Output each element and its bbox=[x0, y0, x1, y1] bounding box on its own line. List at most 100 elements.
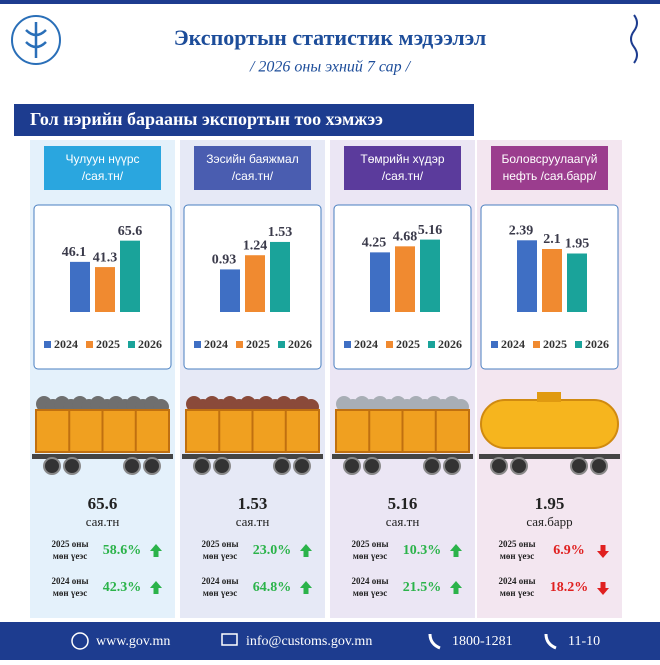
value-label: 41.3 bbox=[93, 250, 118, 265]
change-value: 23.0% bbox=[253, 543, 292, 558]
label-box bbox=[344, 146, 461, 190]
summary-unit: сая.тн bbox=[386, 514, 420, 529]
value-label: 4.68 bbox=[393, 230, 418, 245]
change-label: 2024 оны bbox=[352, 576, 389, 586]
legend-swatch bbox=[44, 341, 51, 348]
wheel bbox=[123, 457, 141, 475]
change-label: мөн үеэс bbox=[500, 588, 534, 598]
summary-unit: сая.тн bbox=[86, 514, 120, 529]
footer-web: www.gov.mn bbox=[96, 634, 170, 649]
legend-swatch bbox=[236, 341, 243, 348]
column-label: /сая.тн/ bbox=[82, 169, 124, 183]
bar bbox=[220, 269, 240, 312]
legend-swatch bbox=[575, 341, 582, 348]
value-label: 4.25 bbox=[362, 236, 387, 251]
footer-hotline: 11-10 bbox=[568, 634, 600, 649]
change-value: 42.3% bbox=[103, 580, 142, 595]
wheel bbox=[63, 457, 81, 475]
section-title: Гол нэрийн барааны экспортын тоо хэмжээ bbox=[30, 109, 383, 129]
legend-swatch bbox=[278, 341, 285, 348]
value-label: 65.6 bbox=[118, 224, 143, 239]
change-value: 21.5% bbox=[403, 580, 442, 595]
footer-band bbox=[0, 622, 660, 660]
mail-icon bbox=[221, 633, 238, 646]
change-label: мөн үеэс bbox=[353, 551, 387, 561]
change-label: 2025 оны bbox=[202, 539, 239, 549]
summary-value: 65.6 bbox=[88, 494, 118, 513]
change-label: мөн үеэс bbox=[203, 588, 237, 598]
legend-label: 2026 bbox=[585, 337, 609, 351]
legend-label: 2025 bbox=[396, 337, 420, 351]
value-label: 1.24 bbox=[243, 238, 268, 253]
summary-value: 1.95 bbox=[535, 494, 565, 513]
phone-icon bbox=[428, 633, 441, 650]
value-label: 1.53 bbox=[268, 225, 293, 240]
change-arrow bbox=[150, 544, 162, 557]
bar bbox=[420, 239, 440, 312]
change-label: 2025 оны bbox=[52, 539, 89, 549]
change-label: мөн үеэс bbox=[203, 551, 237, 561]
legend-label: 2025 bbox=[543, 337, 567, 351]
legend-swatch bbox=[491, 341, 498, 348]
bar bbox=[95, 267, 115, 312]
legend-label: 2026 bbox=[438, 337, 462, 351]
legend-swatch bbox=[194, 341, 201, 348]
footer-phone: 1800-1281 bbox=[452, 634, 513, 649]
wheel bbox=[590, 457, 608, 475]
value-label: 5.16 bbox=[418, 223, 443, 238]
change-arrow bbox=[300, 544, 312, 557]
wheel bbox=[570, 457, 588, 475]
web-icon bbox=[71, 632, 89, 650]
change-arrow bbox=[150, 581, 162, 594]
top-stripe bbox=[0, 0, 660, 4]
legend-label: 2025 bbox=[96, 337, 120, 351]
legend-label: 2024 bbox=[54, 337, 78, 351]
wheel bbox=[423, 457, 441, 475]
legend-swatch bbox=[344, 341, 351, 348]
legend-swatch bbox=[533, 341, 540, 348]
change-label: мөн үеэс bbox=[53, 551, 87, 561]
subtitle: / 2026 оны эхний 7 сар / bbox=[249, 59, 412, 76]
change-label: 2024 оны bbox=[52, 576, 89, 586]
change-label: мөн үеэс bbox=[500, 551, 534, 561]
change-value: 64.8% bbox=[253, 580, 292, 595]
wheel bbox=[490, 457, 508, 475]
value-label: 0.93 bbox=[212, 253, 237, 268]
script-ornament bbox=[630, 14, 638, 64]
legend-swatch bbox=[86, 341, 93, 348]
legend-swatch bbox=[128, 341, 135, 348]
label-box bbox=[194, 146, 311, 190]
change-label: 2024 оны bbox=[499, 576, 536, 586]
change-arrow bbox=[597, 582, 609, 595]
column-label: нефть /сая.барр/ bbox=[503, 169, 597, 183]
change-arrow bbox=[450, 581, 462, 594]
legend-label: 2024 bbox=[354, 337, 378, 351]
wheel bbox=[43, 457, 61, 475]
wheel bbox=[363, 457, 381, 475]
change-arrow bbox=[597, 545, 609, 558]
legend-label: 2024 bbox=[501, 337, 525, 351]
column-label: Төмрийн хүдэр bbox=[360, 152, 445, 166]
bar bbox=[517, 240, 537, 312]
value-label: 2.39 bbox=[509, 224, 534, 239]
wagon-frame bbox=[182, 454, 323, 459]
change-value: 58.6% bbox=[103, 543, 142, 558]
legend-label: 2024 bbox=[204, 337, 228, 351]
bar bbox=[542, 249, 562, 312]
bar bbox=[370, 252, 390, 312]
wheel bbox=[443, 457, 461, 475]
change-label: 2025 оны bbox=[352, 539, 389, 549]
wheel bbox=[510, 457, 528, 475]
wheel bbox=[193, 457, 211, 475]
title: Экспортын статистик мэдээлэл bbox=[174, 25, 486, 50]
change-label: 2024 оны bbox=[202, 576, 239, 586]
label-box bbox=[491, 146, 608, 190]
bar bbox=[567, 253, 587, 312]
column-label: /сая.тн/ bbox=[382, 169, 424, 183]
bar bbox=[70, 261, 90, 312]
change-value: 10.3% bbox=[403, 543, 442, 558]
column-label: Чулуун нүүрс bbox=[66, 152, 140, 166]
wagon-frame bbox=[332, 454, 473, 459]
legend-label: 2026 bbox=[288, 337, 312, 351]
change-arrow bbox=[300, 581, 312, 594]
